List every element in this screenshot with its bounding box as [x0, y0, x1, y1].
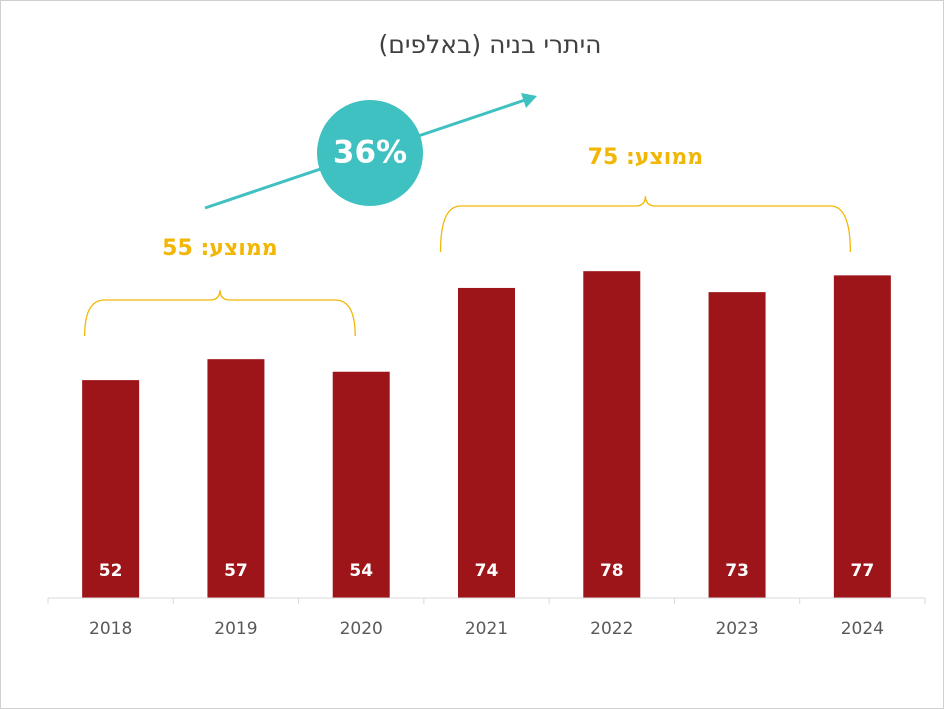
bracket — [83, 289, 356, 337]
x-tick-label: 2024 — [841, 619, 884, 639]
x-tick-label: 2021 — [465, 619, 508, 639]
value-label: 78 — [600, 561, 624, 581]
value-label: 52 — [99, 561, 123, 581]
x-tick-label: 2019 — [214, 619, 257, 639]
bar — [833, 275, 891, 598]
arrow-head — [521, 93, 537, 108]
bar — [207, 359, 265, 598]
x-tick-label: 2020 — [340, 619, 383, 639]
chart-title: היתרי בניה (באלפים) — [378, 30, 601, 59]
growth-badge — [317, 100, 423, 206]
bar — [708, 292, 766, 598]
annotation: 36% — [333, 135, 407, 171]
bracket — [439, 195, 852, 253]
bar — [332, 371, 390, 598]
value-label: 74 — [475, 561, 499, 581]
x-tick-label: 2022 — [590, 619, 633, 639]
x-tick-label: 2018 — [89, 619, 132, 639]
value-label: 73 — [725, 561, 749, 581]
bar — [583, 271, 641, 598]
annotation: ממוצע: 75 — [588, 145, 704, 170]
bar — [458, 287, 515, 598]
value-label: 57 — [224, 561, 248, 581]
value-label: 77 — [851, 561, 875, 581]
value-label: 54 — [349, 561, 373, 581]
annotation: ממוצע: 55 — [162, 236, 278, 261]
x-tick-label: 2023 — [715, 619, 758, 639]
bar — [82, 380, 140, 598]
